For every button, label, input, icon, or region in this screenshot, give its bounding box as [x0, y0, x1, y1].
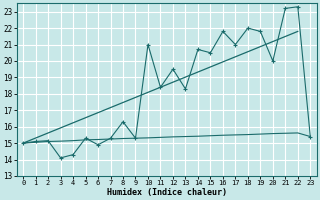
- X-axis label: Humidex (Indice chaleur): Humidex (Indice chaleur): [107, 188, 227, 197]
